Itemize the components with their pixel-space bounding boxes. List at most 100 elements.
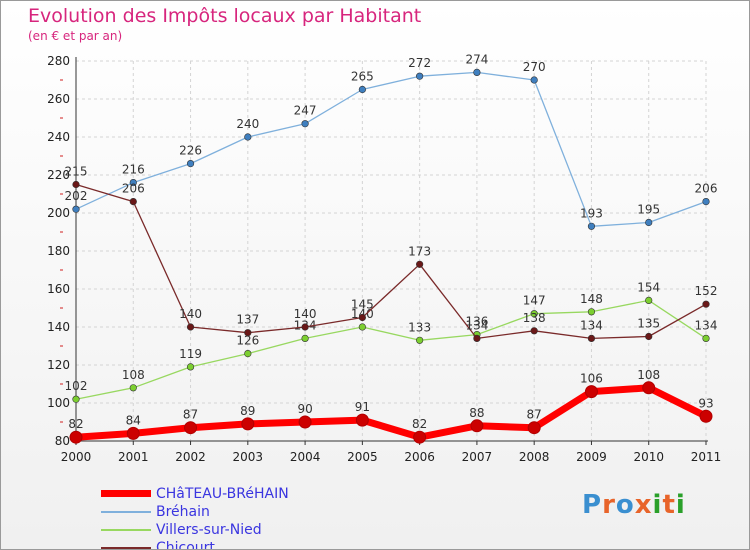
data-point: [527, 421, 541, 435]
data-point: [416, 336, 424, 344]
data-point: [587, 334, 596, 343]
data-point: [584, 385, 598, 399]
logo-letter: i: [652, 490, 663, 520]
logo-letter: o: [615, 490, 635, 520]
series-3: 215 206 140 137 140 145 173 134 138 134 135 152: [65, 165, 717, 343]
data-point: [416, 260, 424, 268]
data-point: [470, 419, 484, 433]
data-point: [186, 160, 195, 168]
y-tick-label: 280: [47, 54, 70, 68]
data-label: 119: [179, 347, 202, 361]
data-label: 93: [698, 396, 713, 410]
data-label: 265: [351, 70, 374, 84]
data-label: 126: [236, 334, 259, 348]
y-tick-label: 100: [47, 396, 70, 410]
x-tick-label: 2005: [347, 450, 378, 464]
data-label: 216: [122, 163, 145, 177]
data-label: 106: [580, 372, 603, 386]
data-label: 206: [122, 182, 145, 196]
data-point: [298, 415, 312, 429]
data-label: 90: [297, 402, 312, 416]
data-label: 102: [65, 379, 88, 393]
y-tick-label: 120: [47, 358, 70, 372]
data-point: [530, 327, 538, 335]
data-label: 202: [65, 189, 88, 203]
x-tick-label: 2003: [233, 450, 264, 464]
data-label: 195: [637, 203, 660, 217]
legend-swatch: [101, 511, 151, 513]
data-point: [358, 313, 366, 322]
y-tick-label: 160: [47, 282, 70, 296]
series-line: [75, 299, 707, 400]
data-label: 91: [355, 400, 370, 414]
y-tick-label: 260: [47, 92, 70, 106]
data-point: [301, 120, 309, 128]
data-label: 133: [408, 320, 431, 334]
series-2: 102 108 119 126 134 140 133 136 147 148 154 134: [65, 280, 717, 403]
data-label: 145: [351, 298, 374, 312]
data-point: [473, 68, 481, 76]
data-label: 226: [179, 144, 202, 158]
x-tick-label: 2002: [175, 450, 206, 464]
data-point: [587, 308, 596, 316]
data-point: [186, 323, 195, 331]
logo-letter: i: [675, 490, 686, 520]
data-point: [358, 323, 366, 331]
data-label: 140: [294, 307, 317, 321]
data-label: 136: [465, 315, 488, 329]
x-tick-label: 2000: [61, 450, 92, 464]
data-label: 173: [408, 244, 431, 258]
logo-letter: x: [634, 490, 653, 520]
data-label: 135: [637, 317, 660, 331]
data-point: [413, 430, 427, 444]
data-label: 140: [179, 307, 202, 321]
data-point: [72, 205, 80, 213]
data-point: [645, 332, 653, 341]
data-label: 240: [236, 117, 259, 131]
data-label: 108: [637, 368, 660, 382]
legend-label: Bréhain: [156, 504, 210, 520]
series-0: 82 84 87 89 90 91 82 88 87 106 108 93: [68, 368, 714, 444]
data-label: 87: [527, 408, 542, 422]
data-point: [642, 381, 656, 395]
data-point: [530, 76, 538, 84]
data-point: [184, 421, 198, 435]
x-tick-label: 2007: [462, 450, 493, 464]
data-label: 87: [183, 408, 198, 422]
y-tick-label: 180: [47, 244, 70, 258]
data-point: [416, 72, 424, 80]
data-label: 88: [469, 406, 484, 420]
logo-letter: r: [602, 490, 616, 520]
chart-title: Evolution des Impôts locaux par Habitant: [28, 5, 422, 27]
data-label: 84: [126, 413, 141, 427]
series-line: [75, 71, 707, 227]
data-label: 108: [122, 368, 145, 382]
data-label: 148: [580, 292, 603, 306]
y-tick-label: 140: [47, 320, 70, 334]
x-tick-label: 2011: [691, 450, 722, 464]
data-label: 138: [523, 311, 546, 325]
chart-subtitle: (en € et par an): [28, 29, 123, 43]
data-point: [358, 85, 366, 94]
legend-swatch: [101, 490, 151, 497]
data-point: [186, 363, 195, 371]
data-point: [699, 409, 713, 423]
series-line: [75, 183, 707, 340]
data-point: [129, 179, 137, 187]
data-point: [473, 334, 481, 343]
data-label: 193: [580, 206, 603, 220]
data-label: 274: [465, 52, 488, 66]
data-label: 270: [523, 60, 546, 74]
legend-label: Chicourt: [156, 540, 215, 550]
data-label: 147: [523, 294, 546, 308]
data-label: 134: [580, 318, 603, 332]
data-point: [72, 180, 80, 189]
data-label: 247: [294, 104, 317, 118]
data-point: [244, 329, 252, 337]
x-tick-label: 2009: [576, 450, 607, 464]
data-point: [355, 413, 369, 427]
data-label: 154: [637, 280, 660, 294]
legend-label: Villers-sur-Nied: [156, 522, 262, 538]
